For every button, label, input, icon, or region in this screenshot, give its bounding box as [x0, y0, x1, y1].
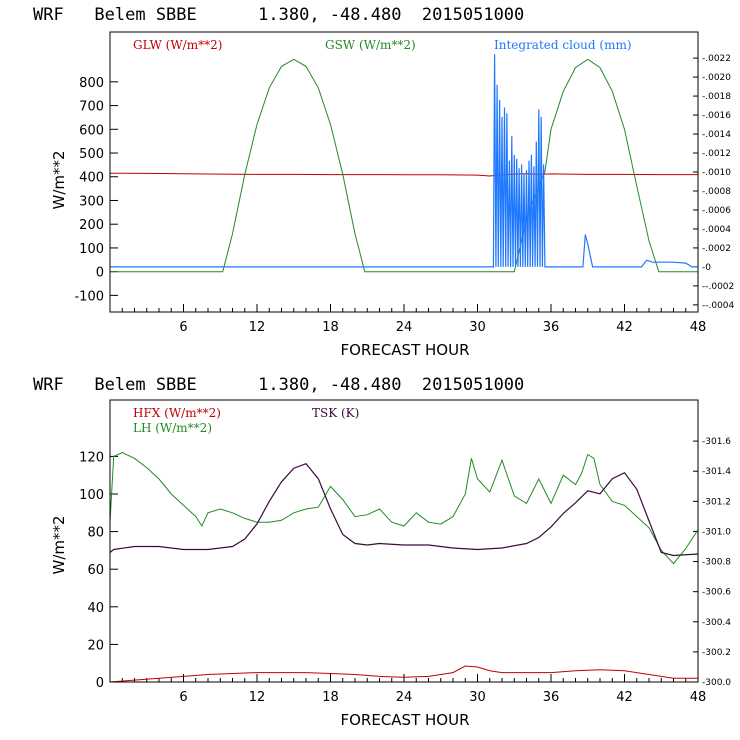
right-tick-label: -300.0 — [702, 678, 731, 688]
plot-frame-bottom — [109, 399, 699, 683]
x-tick-label: 48 — [690, 320, 707, 335]
legend-gsw: GSW (W/m**2) — [325, 38, 416, 52]
x-tick-label: 48 — [690, 690, 707, 705]
x-tick-label: 6 — [179, 690, 187, 705]
x-tick-label: 12 — [249, 320, 266, 335]
right-tick-label: -.0012 — [702, 149, 731, 159]
y-tick-label: 120 — [79, 450, 104, 465]
x-tick-label: 30 — [469, 320, 486, 335]
right-tick-label: -301.0 — [702, 527, 731, 537]
right-tick-label: -300.6 — [702, 588, 731, 598]
x-axis-label-bottom: FORECAST HOUR — [340, 711, 469, 729]
panel-top: WRF Belem SBBE 1.380, -48.480 2015051000… — [33, 5, 735, 359]
plot-frame-top — [109, 31, 699, 313]
y-tick-label: 100 — [79, 488, 104, 503]
y-tick-label: 40 — [87, 601, 104, 616]
y-tick-label: -100 — [74, 289, 104, 304]
right-tick-label: -300.4 — [702, 618, 731, 628]
x-tick-label: 42 — [616, 690, 633, 705]
chart-title-bottom: WRF Belem SBBE 1.380, -48.480 2015051000 — [33, 375, 524, 395]
right-tick-label: -.0014 — [702, 130, 731, 140]
right-tick-labels-top: -.0022 -.0020 -.0018 -.0016 -.0014 -.0012 -.00… — [702, 54, 735, 311]
right-tick-label: -301.2 — [702, 497, 731, 507]
tsk-line — [109, 462, 699, 557]
y-axis-label-top: W/m**2 — [50, 150, 68, 209]
y-tick-label: 500 — [79, 147, 104, 162]
tick-marks-bottom — [110, 440, 699, 683]
right-tick-label: -.0016 — [702, 111, 731, 121]
right-tick-label: -.0004 — [702, 225, 731, 235]
y-tick-label: 700 — [79, 100, 104, 115]
legend-tsk: TSK (K) — [312, 406, 359, 420]
y-tick-label: 60 — [87, 563, 104, 578]
legend-lh: LH (W/m**2) — [133, 421, 212, 435]
panel-bottom: WRF Belem SBBE 1.380, -48.480 2015051000… — [33, 375, 731, 729]
y-axis-label-bottom: W/m**2 — [50, 515, 68, 574]
right-tick-label: -.0022 — [702, 54, 731, 64]
tick-marks-top — [110, 57, 699, 312]
x-tick-label: 6 — [179, 320, 187, 335]
y-tick-label: 0 — [96, 676, 104, 691]
right-tick-label: -.0010 — [702, 168, 731, 178]
y-tick-label: 300 — [79, 194, 104, 209]
right-tick-label: -301.6 — [702, 437, 731, 447]
x-tick-labels-top: 6 12 18 24 30 36 42 48 — [179, 320, 706, 335]
x-tick-label: 36 — [543, 690, 560, 705]
right-tick-label: -300.8 — [702, 558, 731, 568]
x-axis-label-top: FORECAST HOUR — [340, 341, 469, 359]
right-tick-label: -301.4 — [702, 467, 731, 477]
x-tick-label: 36 — [543, 320, 560, 335]
glw-line — [109, 172, 698, 177]
chart-title-top: WRF Belem SBBE 1.380, -48.480 2015051000 — [33, 5, 524, 25]
legend-glw: GLW (W/m**2) — [133, 38, 222, 52]
y-tick-label: 0 — [96, 266, 104, 281]
y-tick-label: 80 — [87, 526, 104, 541]
right-tick-label: -300.2 — [702, 648, 731, 658]
legend-hfx: HFX (W/m**2) — [133, 406, 221, 420]
y-tick-label: 800 — [79, 76, 104, 91]
lh-line — [109, 452, 699, 565]
x-tick-label: 30 — [469, 690, 486, 705]
right-tick-label: -.0018 — [702, 92, 731, 102]
right-tick-label: --.0002 — [702, 282, 734, 292]
right-tick-label: -.0008 — [702, 187, 731, 197]
y-tick-label: 20 — [87, 638, 104, 653]
hfx-line — [109, 665, 698, 683]
x-tick-label: 12 — [249, 690, 266, 705]
x-tick-label: 42 — [616, 320, 633, 335]
y-tick-label: 100 — [79, 242, 104, 257]
y-tick-label: 400 — [79, 171, 104, 186]
integrated-cloud-line — [110, 54, 698, 268]
x-tick-label: 18 — [322, 690, 339, 705]
y-tick-labels-bottom: 120 100 80 60 40 20 0 — [79, 450, 104, 691]
right-tick-labels-bottom: -301.6 -301.4 -301.2 -301.0 -300.8 -300.6 -300… — [702, 437, 731, 688]
legend-integrated-cloud: Integrated cloud (mm) — [494, 38, 632, 52]
right-tick-label: -0 — [702, 263, 711, 273]
right-tick-label: -.0006 — [702, 206, 731, 216]
x-tick-label: 18 — [322, 320, 339, 335]
y-tick-label: 600 — [79, 123, 104, 138]
gsw-line — [110, 58, 698, 273]
y-tick-labels-top: 800 700 600 500 400 300 200 100 0 -100 — [74, 76, 104, 305]
x-tick-label: 24 — [396, 320, 413, 335]
right-tick-label: --.0004 — [702, 301, 735, 311]
x-tick-label: 24 — [396, 690, 413, 705]
right-tick-label: -.0002 — [702, 244, 731, 254]
x-tick-labels-bottom: 6 12 18 24 30 36 42 48 — [179, 690, 706, 705]
y-tick-label: 200 — [79, 218, 104, 233]
right-tick-label: -.0020 — [702, 73, 731, 83]
